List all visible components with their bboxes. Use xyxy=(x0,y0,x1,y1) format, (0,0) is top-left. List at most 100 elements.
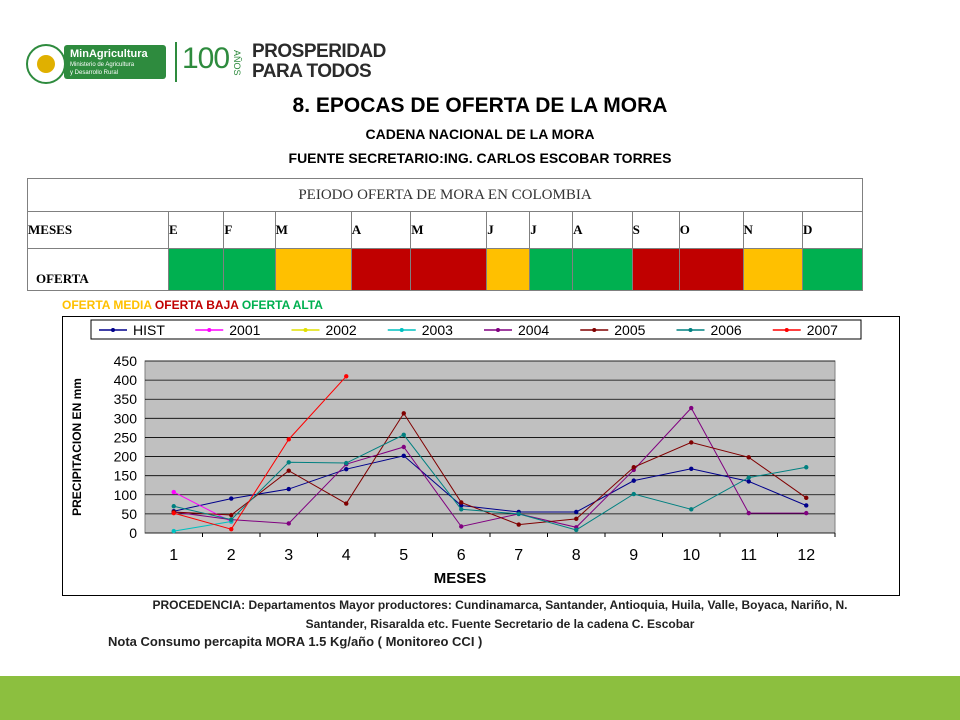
data-point xyxy=(344,460,349,466)
data-point xyxy=(516,522,521,527)
offer-level-cell xyxy=(410,248,488,291)
subtitle-source: FUENTE SECRETARIO:ING. CARLOS ESCOBAR TO… xyxy=(288,150,672,166)
data-point xyxy=(574,509,579,515)
procedencia-line1: PROCEDENCIA: Departamentos Mayor product… xyxy=(152,598,848,612)
data-point xyxy=(516,511,521,517)
slogan-logo: PROSPERIDAD PARA TODOS xyxy=(252,42,386,82)
offer-label: OFERTA xyxy=(27,248,169,291)
data-point xyxy=(746,475,751,480)
data-point xyxy=(171,510,176,516)
month-cell: A xyxy=(350,211,412,249)
offer-period-table: PEIODO OFERTA DE MORA EN COLOMBIA MESES … xyxy=(27,178,864,291)
x-tick-label: 2 xyxy=(227,547,236,564)
data-point xyxy=(171,528,176,534)
centenary-word: AÑOS xyxy=(232,50,242,76)
y-tick-label: 250 xyxy=(114,429,138,445)
slogan-line1: PROSPERIDAD xyxy=(252,41,386,62)
y-axis-label: PRECIPITACION EN mm xyxy=(70,378,84,516)
data-point xyxy=(286,460,291,465)
x-tick-label: 1 xyxy=(169,547,178,564)
months-label: MESES xyxy=(27,211,169,249)
x-tick-label: 7 xyxy=(514,547,523,564)
coat-of-arms-icon xyxy=(26,44,66,84)
x-tick-label: 3 xyxy=(284,547,293,564)
data-point xyxy=(631,491,636,497)
x-tick-label: 6 xyxy=(457,547,466,564)
ministry-line2: Ministerio de Agricultura xyxy=(70,62,135,68)
data-point xyxy=(459,503,464,508)
x-tick-label: 9 xyxy=(629,547,638,564)
logo-divider xyxy=(175,42,177,82)
offer-legend-alta: OFERTA ALTA xyxy=(241,298,323,312)
subtitle-chain: CADENA NACIONAL DE LA MORA xyxy=(365,126,595,142)
data-point xyxy=(171,489,176,495)
legend-marker xyxy=(496,328,500,332)
legend-box xyxy=(90,319,862,340)
data-point xyxy=(401,411,406,416)
series-line xyxy=(173,434,807,531)
offer-level-cell xyxy=(274,248,352,291)
offer-legend-media: OFERTA MEDIA xyxy=(62,298,152,312)
data-point xyxy=(631,465,636,470)
offer-level-cell xyxy=(486,248,531,291)
data-point xyxy=(689,466,694,471)
month-cell: J xyxy=(529,211,574,249)
x-axis-label: MESES xyxy=(434,570,487,587)
month-cell: S xyxy=(631,211,680,249)
offer-legend-baja: OFERTA BAJA xyxy=(154,298,239,312)
month-cell: E xyxy=(167,211,225,249)
offer-level-cell xyxy=(801,248,864,291)
legend-marker xyxy=(688,328,693,332)
data-point xyxy=(344,501,349,506)
legend-marker xyxy=(592,328,597,332)
y-tick-label: 300 xyxy=(114,410,138,426)
offer-level-cell xyxy=(572,248,633,291)
month-cell: M xyxy=(410,211,488,249)
legend-label: 2004 xyxy=(518,322,549,338)
offer-level-cell xyxy=(631,248,680,291)
data-point xyxy=(286,468,291,473)
x-tick-label: 5 xyxy=(399,547,408,564)
consumption-note: Nota Consumo percapita MORA 1.5 Kg/año (… xyxy=(108,634,483,649)
x-tick-label: 11 xyxy=(740,547,757,564)
y-tick-label: 150 xyxy=(114,468,138,484)
legend-label: 2006 xyxy=(711,322,742,338)
data-point xyxy=(804,510,809,516)
ministry-logo: MinAgricultura Ministerio de Agricultura… xyxy=(64,45,166,79)
data-point xyxy=(229,512,234,518)
data-point xyxy=(689,405,694,411)
data-point xyxy=(286,486,291,492)
x-tick-label: 12 xyxy=(797,547,815,564)
data-point xyxy=(459,507,464,512)
data-point xyxy=(689,440,694,445)
offer-level-cell xyxy=(529,248,574,291)
data-point xyxy=(286,521,291,526)
month-cell: N xyxy=(742,211,803,249)
series-line xyxy=(173,412,807,526)
slogan-line2: PARA TODOS xyxy=(252,61,372,82)
y-tick-label: 400 xyxy=(114,372,138,388)
data-point xyxy=(344,466,349,472)
legend-label: 2007 xyxy=(807,322,838,338)
legend-label: 2001 xyxy=(229,322,260,338)
header-logos: MinAgricultura Ministerio de Agricultura… xyxy=(20,40,400,84)
offer-level-cell xyxy=(223,248,276,291)
y-tick-label: 0 xyxy=(129,525,137,541)
y-tick-label: 200 xyxy=(114,449,138,465)
y-tick-label: 450 xyxy=(114,353,138,369)
data-point xyxy=(746,455,751,460)
footer-bar xyxy=(0,676,960,720)
y-tick-label: 50 xyxy=(121,506,137,522)
legend-label: 2005 xyxy=(614,322,645,338)
offer-row: OFERTA xyxy=(27,248,864,291)
series-line xyxy=(173,407,807,528)
data-point xyxy=(804,495,809,501)
legend-label: HIST xyxy=(133,322,165,338)
procedencia-note: PROCEDENCIA: Departamentos Mayor product… xyxy=(80,596,920,634)
data-point xyxy=(229,517,234,522)
data-point xyxy=(229,526,234,532)
data-point xyxy=(401,444,406,450)
x-tick-label: 10 xyxy=(682,547,700,564)
series-line xyxy=(173,455,807,513)
